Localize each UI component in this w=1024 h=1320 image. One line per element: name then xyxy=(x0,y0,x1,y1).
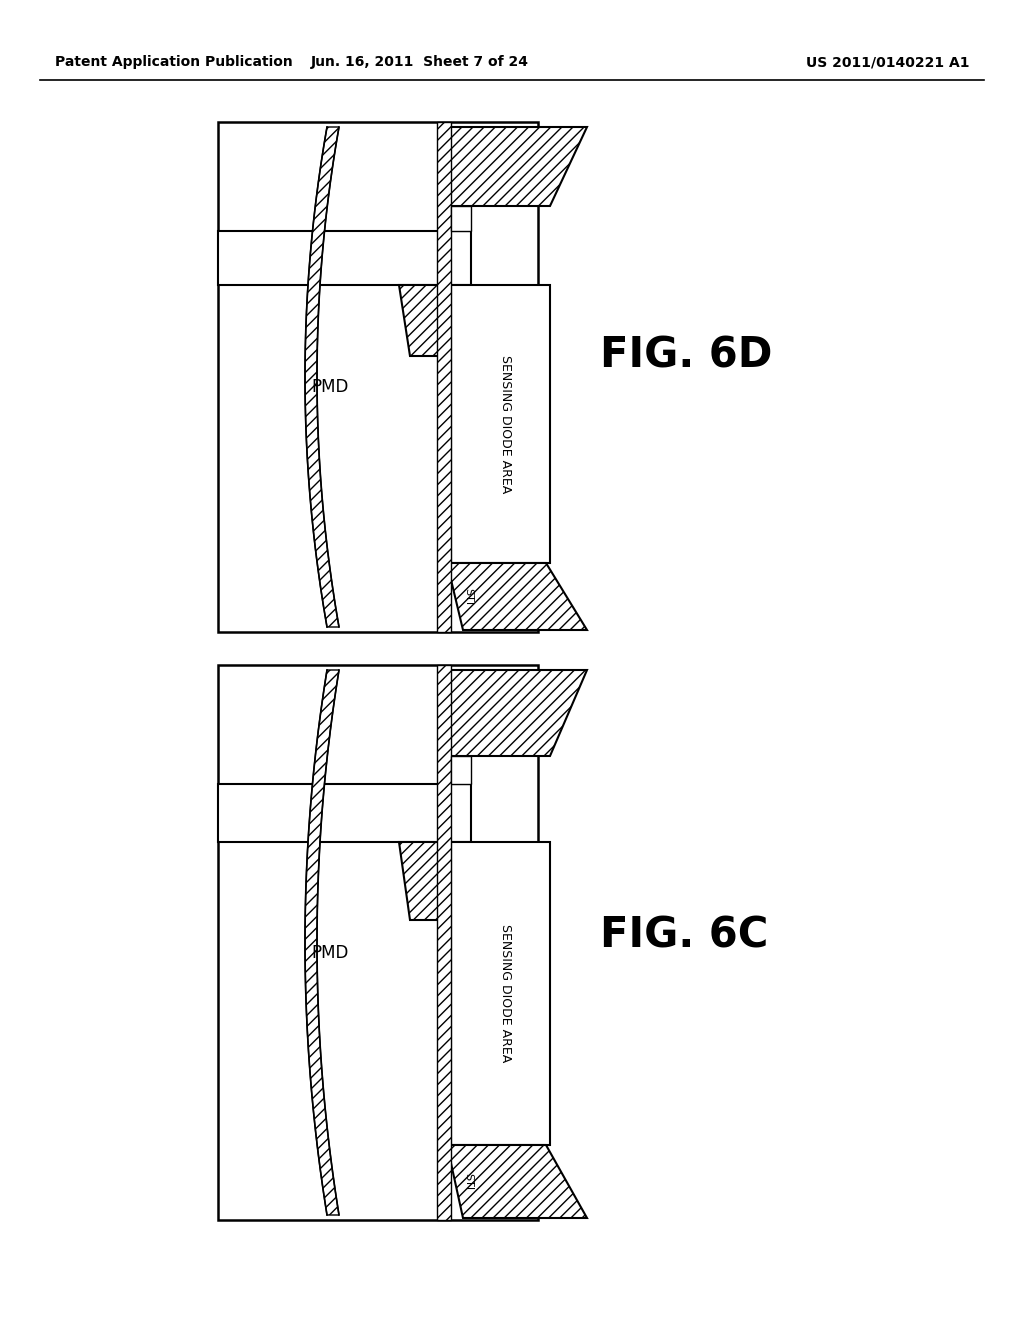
Text: FIG. 6D: FIG. 6D xyxy=(600,334,772,376)
Polygon shape xyxy=(399,285,440,356)
Bar xyxy=(218,665,538,1220)
Polygon shape xyxy=(447,564,587,630)
Text: Jun. 16, 2011  Sheet 7 of 24: Jun. 16, 2011 Sheet 7 of 24 xyxy=(311,55,529,69)
Text: PMD: PMD xyxy=(311,944,349,962)
Polygon shape xyxy=(445,671,587,756)
Bar xyxy=(437,121,451,632)
Polygon shape xyxy=(399,842,440,920)
Bar xyxy=(451,285,550,564)
Polygon shape xyxy=(305,127,339,627)
Polygon shape xyxy=(445,127,587,206)
Polygon shape xyxy=(305,671,339,1214)
Text: STI: STI xyxy=(463,1173,473,1191)
Text: STI: STI xyxy=(463,587,473,605)
Text: PMD: PMD xyxy=(311,378,349,396)
Text: FIG. 6C: FIG. 6C xyxy=(600,913,768,956)
Bar xyxy=(451,756,471,784)
Bar xyxy=(451,842,550,1144)
Bar xyxy=(218,784,471,842)
Bar xyxy=(218,231,471,285)
Bar xyxy=(218,121,538,632)
Bar xyxy=(451,206,471,231)
Text: SENSING DIODE AREA: SENSING DIODE AREA xyxy=(499,355,512,494)
Text: SENSING DIODE AREA: SENSING DIODE AREA xyxy=(499,924,512,1063)
Text: US 2011/0140221 A1: US 2011/0140221 A1 xyxy=(807,55,970,69)
Polygon shape xyxy=(447,1144,587,1218)
Text: Patent Application Publication: Patent Application Publication xyxy=(55,55,293,69)
Bar xyxy=(437,665,451,1220)
